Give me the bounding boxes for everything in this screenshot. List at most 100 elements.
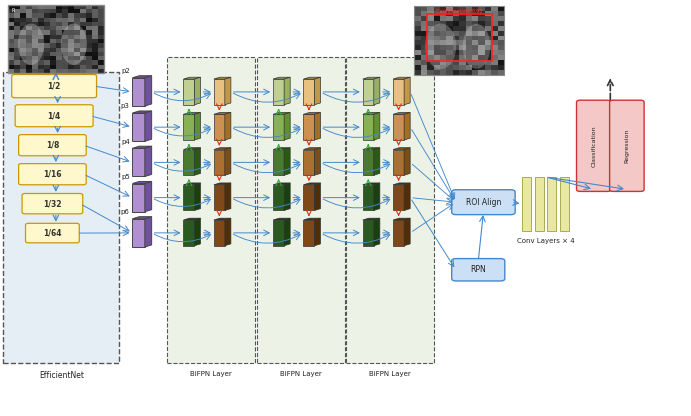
Bar	[446, 70, 453, 75]
Bar	[8, 26, 14, 30]
Bar	[498, 11, 504, 16]
Bar	[44, 22, 50, 26]
Bar	[80, 69, 86, 73]
Bar	[460, 16, 466, 21]
Bar	[472, 45, 478, 50]
Bar	[62, 39, 68, 43]
Bar	[421, 70, 427, 75]
Bar	[80, 30, 86, 35]
Polygon shape	[183, 148, 200, 149]
Bar	[427, 16, 434, 21]
Bar	[491, 70, 498, 75]
Bar	[19, 9, 26, 13]
Bar	[98, 9, 104, 13]
Text: ROI Align: ROI Align	[466, 198, 501, 207]
Polygon shape	[404, 77, 410, 105]
Polygon shape	[183, 183, 200, 185]
Bar	[415, 6, 504, 75]
Bar	[440, 21, 446, 25]
Bar	[14, 43, 19, 47]
Bar	[32, 17, 38, 22]
Bar	[26, 9, 32, 13]
Polygon shape	[393, 149, 404, 175]
Bar	[453, 40, 460, 45]
Bar	[421, 25, 427, 30]
Bar	[74, 17, 80, 22]
Bar	[478, 60, 485, 65]
Bar	[440, 40, 446, 45]
Bar	[98, 39, 104, 43]
Bar	[14, 17, 19, 22]
Bar	[26, 60, 32, 65]
Polygon shape	[214, 148, 231, 149]
Bar	[498, 35, 504, 40]
Bar	[19, 30, 26, 35]
Bar	[415, 65, 421, 70]
Bar	[98, 30, 104, 35]
Bar	[44, 65, 50, 69]
Bar	[86, 17, 92, 22]
Bar	[478, 65, 485, 70]
Bar	[498, 25, 504, 30]
Bar	[498, 16, 504, 21]
Bar	[50, 56, 56, 60]
Bar	[427, 65, 434, 70]
Polygon shape	[133, 219, 145, 247]
Bar	[453, 70, 460, 75]
Bar	[498, 6, 504, 11]
Polygon shape	[303, 185, 314, 210]
Bar	[92, 35, 98, 39]
Bar	[485, 65, 491, 70]
FancyBboxPatch shape	[547, 177, 556, 231]
Bar	[38, 65, 44, 69]
Bar	[466, 35, 472, 40]
Bar	[86, 22, 92, 26]
Bar	[74, 60, 80, 65]
Ellipse shape	[18, 23, 44, 65]
Bar	[19, 56, 26, 60]
Bar	[14, 26, 19, 30]
Bar	[98, 43, 104, 47]
Polygon shape	[363, 183, 380, 185]
Bar	[56, 43, 62, 47]
Bar	[440, 55, 446, 60]
Bar	[92, 47, 98, 52]
Bar	[80, 9, 86, 13]
Bar	[453, 25, 460, 30]
Polygon shape	[314, 77, 321, 105]
Bar	[440, 65, 446, 70]
FancyBboxPatch shape	[609, 100, 644, 191]
Polygon shape	[374, 183, 380, 210]
Bar	[38, 47, 44, 52]
Bar	[56, 35, 62, 39]
Text: Cardiomegaly 0.93: Cardiomegaly 0.93	[436, 9, 482, 14]
Bar	[50, 30, 56, 35]
Bar	[478, 21, 485, 25]
Polygon shape	[183, 218, 200, 220]
FancyBboxPatch shape	[19, 135, 86, 156]
Bar	[8, 9, 14, 13]
Bar	[68, 56, 74, 60]
Bar	[446, 65, 453, 70]
Polygon shape	[284, 112, 290, 140]
Polygon shape	[393, 114, 404, 140]
Bar	[478, 55, 485, 60]
Polygon shape	[363, 220, 374, 246]
Bar	[415, 60, 421, 65]
Bar	[434, 70, 440, 75]
Bar	[485, 50, 491, 55]
Bar	[38, 39, 44, 43]
Bar	[86, 69, 92, 73]
Polygon shape	[214, 218, 231, 220]
Bar	[491, 25, 498, 30]
Bar	[8, 5, 104, 73]
Polygon shape	[284, 148, 290, 175]
Bar	[74, 39, 80, 43]
Polygon shape	[194, 112, 200, 140]
Bar	[80, 35, 86, 39]
Polygon shape	[404, 112, 410, 140]
Bar	[98, 52, 104, 56]
Bar	[498, 30, 504, 35]
Bar	[453, 6, 460, 11]
Polygon shape	[145, 111, 151, 141]
